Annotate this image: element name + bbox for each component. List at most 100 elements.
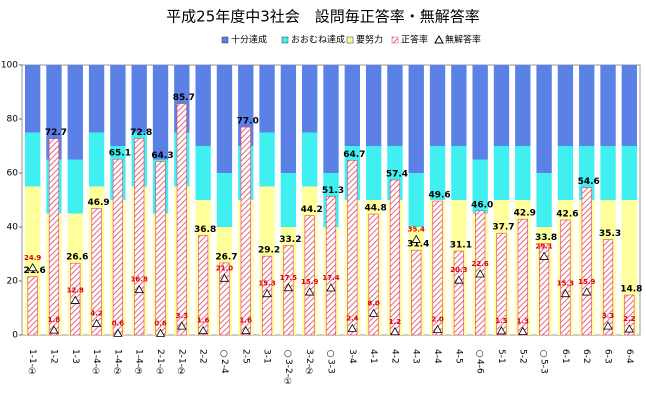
correct-bar [219,262,230,336]
band-segment [323,65,339,173]
correct-bar [496,232,507,336]
y-tick-label: 0 [12,331,18,341]
band-segment [344,65,360,146]
correct-bar [112,158,123,336]
no-answer-label: 1.8 [48,316,61,324]
correct-bar [325,196,337,336]
legend-label: 要努力 [356,34,383,46]
legend-label: 十分達成 [231,34,267,46]
no-answer-label: 0.6 [112,319,125,327]
band-segment [600,146,616,200]
correct-bar [624,294,635,336]
correct-label: 33.2 [279,235,301,245]
band-segment [24,132,41,187]
correct-label: 31.1 [450,241,472,251]
band-segment [46,65,62,160]
no-answer-label: 16.8 [131,276,148,284]
no-answer-marker [475,269,485,278]
no-answer-marker [347,323,357,332]
no-answer-label: 24.9 [24,254,41,262]
band-segment [493,146,510,200]
correct-label: 54.6 [578,177,600,187]
x-tick-label: ○3-2-① [283,349,293,387]
no-answer-marker [305,287,315,296]
x-tick-label: 2-5 [240,349,250,364]
legend-swatch [346,36,354,44]
legend-swatch [434,34,444,44]
no-answer-label: 20.3 [450,266,467,274]
band-segment [515,65,531,146]
no-answer-label: 15.3 [258,280,275,288]
band-segment [302,65,318,133]
x-tick-label: 5-2 [517,349,527,364]
x-tick-label: 1-4-③ [134,349,144,377]
no-answer-label: 1.5 [495,317,508,325]
no-answer-label: 1.3 [517,317,530,325]
band-segment [216,173,233,227]
no-answer-marker [219,273,230,282]
band-segment [88,65,105,133]
band-segment [152,65,169,160]
correct-label: 31.4 [407,240,429,250]
correct-label: 65.1 [109,149,131,159]
y-tick-label: 80 [7,115,19,125]
no-answer-label: 3.3 [602,312,615,320]
correct-bar [347,160,358,336]
no-answer-marker [113,328,123,337]
no-answer-marker [582,287,592,296]
y-tick-label: 100 [1,61,18,71]
correct-bar [198,235,209,336]
no-answer-label: 2.0 [431,316,444,324]
x-tick-label: ○5-3 [539,349,549,374]
band-segment [536,173,552,227]
correct-label: 64.3 [151,151,173,161]
correct-label: 72.8 [130,128,152,138]
no-answer-marker [49,325,59,334]
no-answer-label: 1.2 [389,318,402,326]
band-segment [259,65,275,133]
no-answer-marker [518,326,528,335]
no-answer-label: 15.3 [557,280,574,288]
x-tick-label: ○4-6 [475,349,485,374]
no-answer-marker [134,284,144,294]
band-segment [429,146,446,200]
no-answer-label: 2.2 [623,315,636,323]
band-segment [515,146,531,200]
correct-bar [517,218,528,336]
no-answer-label: 3.3 [176,312,189,320]
no-answer-marker [411,234,421,243]
no-answer-marker [496,326,507,335]
no-answer-marker [454,275,464,284]
band-segment [24,65,41,133]
correct-label: 72.7 [45,128,67,138]
correct-label: 46.0 [471,200,493,210]
no-answer-label: 12.8 [67,286,84,294]
x-tick-label: 2-1-② [176,349,186,377]
correct-bar [27,276,38,336]
band-segment [408,173,424,227]
x-tick-label: 6-1 [560,349,570,364]
x-tick-label: 5-1 [496,349,506,364]
no-answer-marker [91,318,102,328]
band-segment [557,146,574,200]
x-tick-label: 2-1-① [155,349,165,377]
band-segment [280,65,297,173]
band-segment [579,146,595,200]
band-segment [365,146,382,200]
correct-label: 26.6 [66,253,88,263]
legend-swatch [281,36,289,44]
correct-label: 85.7 [173,93,195,103]
x-tick-label: 3-2-② [304,349,314,377]
band-segment [621,146,638,200]
band-segment [387,65,403,146]
x-tick-label: 3-1 [262,349,272,364]
band-segment [67,65,83,160]
correct-label: 44.8 [365,204,387,214]
legend-label: 正答率 [401,34,428,46]
correct-label: 26.7 [215,252,237,262]
x-tick-label: 6-2 [581,349,591,364]
x-tick-label: 4-2 [389,349,399,364]
band-segment [216,65,233,173]
no-answer-label: 1.6 [197,317,210,325]
